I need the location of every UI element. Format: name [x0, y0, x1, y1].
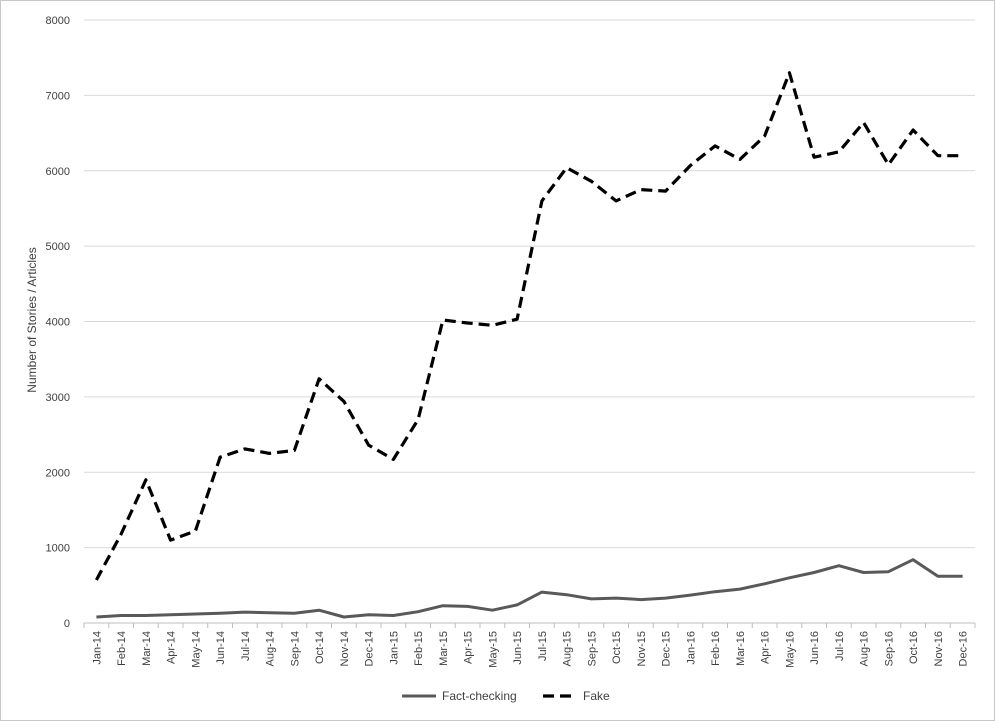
x-tick-label: Sep-14	[289, 631, 301, 666]
x-tick-label: Jun-14	[215, 631, 227, 665]
x-tick-label: May-14	[190, 631, 202, 668]
x-tick-label: Feb-16	[710, 631, 722, 666]
x-tick-label: Feb-14	[116, 631, 128, 666]
x-tick-label: Aug-14	[265, 631, 277, 666]
x-tick-label: Sep-16	[883, 631, 895, 666]
x-tick-label: Apr-15	[463, 631, 475, 664]
y-tick-label: 0	[64, 618, 70, 630]
x-tick-label: Mar-14	[141, 631, 153, 666]
series-line-fact-checking	[96, 558, 963, 619]
x-tick-label: Jul-16	[834, 631, 846, 661]
y-tick-label: 3000	[46, 392, 70, 404]
x-tick-label: Dec-16	[958, 631, 970, 666]
x-tick-label: Oct-14	[314, 631, 326, 664]
gridlines	[84, 19, 975, 624]
y-tick-label: 5000	[46, 241, 70, 253]
x-tick-label: Apr-14	[166, 631, 178, 664]
y-tick-label: 7000	[46, 90, 70, 102]
x-tick-label: May-16	[784, 631, 796, 668]
x-tick-label: Aug-16	[859, 631, 871, 666]
x-tick-label: Aug-15	[562, 631, 574, 666]
y-axis-label: Number of Stories / Articles	[25, 247, 39, 392]
x-tick-label: Nov-16	[933, 631, 945, 666]
x-tick-label: Mar-15	[438, 631, 450, 666]
series-line-fake	[94, 71, 963, 581]
y-tick-label: 2000	[46, 467, 70, 479]
x-tick-label: Jun-16	[809, 631, 821, 665]
y-tick-label: 1000	[46, 543, 70, 555]
x-tick-label: May-15	[487, 631, 499, 668]
x-tick-label: Feb-15	[413, 631, 425, 666]
x-tick-label: Mar-16	[735, 631, 747, 666]
series-lines	[94, 71, 963, 619]
x-tick-label: Nov-15	[636, 631, 648, 666]
x-tick-label: Nov-14	[339, 631, 351, 666]
legend-label: Fake	[583, 689, 610, 703]
x-tick-label: Sep-15	[586, 631, 598, 666]
x-axis-ticks: Jan-14 Feb-14 Mar-14 Apr-14 May-14 Jun-14 Jul-…	[83, 623, 976, 668]
y-tick-label: 4000	[46, 317, 70, 329]
x-tick-label: Oct-15	[611, 631, 623, 664]
x-tick-label: Apr-16	[760, 631, 772, 664]
y-tick-label: 8000	[46, 15, 70, 27]
y-tick-label: 6000	[46, 166, 70, 178]
legend-label: Fact-checking	[442, 689, 517, 703]
x-tick-label: Jan-14	[91, 631, 103, 665]
y-axis-ticks: 0 1000 2000 3000 4000 5000 6000 7000 8000	[46, 15, 70, 630]
x-tick-label: Dec-14	[364, 631, 376, 666]
x-tick-label: Dec-15	[661, 631, 673, 666]
x-tick-label: Jun-15	[512, 631, 524, 665]
legend: Fact-checking Fake	[402, 689, 610, 703]
x-tick-label: Jan-16	[685, 631, 697, 665]
x-tick-label: Jul-14	[240, 631, 252, 661]
x-tick-label: Jan-15	[388, 631, 400, 665]
x-tick-label: Jul-15	[537, 631, 549, 661]
x-tick-label: Oct-16	[908, 631, 920, 664]
